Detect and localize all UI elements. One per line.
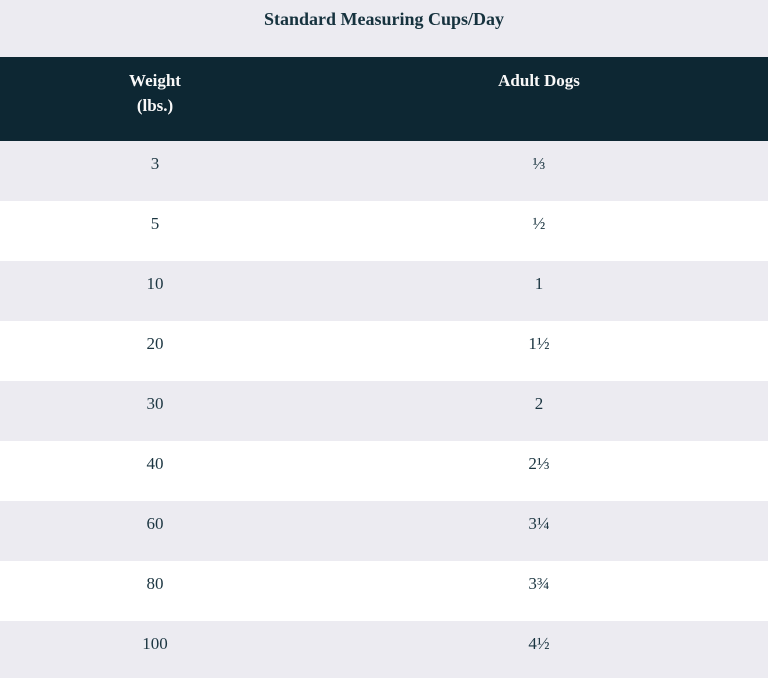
table-row: 3 ⅓ (0, 141, 768, 201)
header-row: Weight (lbs.) Adult Dogs (0, 57, 768, 141)
adult-dogs-header-label: Adult Dogs (498, 71, 580, 90)
cups-cell: 4½ (310, 621, 768, 678)
table-title-bar: Standard Measuring Cups/Day (0, 0, 768, 57)
weight-cell: 60 (0, 501, 310, 561)
weight-cell: 40 (0, 441, 310, 501)
table-row: 40 2⅓ (0, 441, 768, 501)
table-row: 100 4½ (0, 621, 768, 678)
weight-cell: 80 (0, 561, 310, 621)
table-row: 30 2 (0, 381, 768, 441)
cups-cell: ½ (310, 201, 768, 261)
cups-cell: ⅓ (310, 141, 768, 201)
cups-cell: 2⅓ (310, 441, 768, 501)
weight-header-line2: (lbs.) (136, 96, 174, 115)
table-row: 10 1 (0, 261, 768, 321)
cups-per-day-table: Weight (lbs.) Adult Dogs 3 ⅓ 5 ½ 10 1 (0, 57, 768, 678)
weight-cell: 100 (0, 621, 310, 678)
weight-cell: 30 (0, 381, 310, 441)
weight-header-line1: Weight (129, 71, 181, 90)
cups-cell: 1 (310, 261, 768, 321)
cups-cell: 3¾ (310, 561, 768, 621)
weight-cell: 20 (0, 321, 310, 381)
cups-cell: 1½ (310, 321, 768, 381)
column-header-adult-dogs: Adult Dogs (310, 57, 768, 141)
table-title: Standard Measuring Cups/Day (263, 9, 505, 29)
weight-cell: 5 (0, 201, 310, 261)
table-row: 60 3¼ (0, 501, 768, 561)
cups-cell: 3¼ (310, 501, 768, 561)
weight-cell: 3 (0, 141, 310, 201)
cups-cell: 2 (310, 381, 768, 441)
column-header-weight: Weight (lbs.) (0, 57, 310, 141)
weight-cell: 10 (0, 261, 310, 321)
table-row: 5 ½ (0, 201, 768, 261)
table-row: 20 1½ (0, 321, 768, 381)
table-row: 80 3¾ (0, 561, 768, 621)
